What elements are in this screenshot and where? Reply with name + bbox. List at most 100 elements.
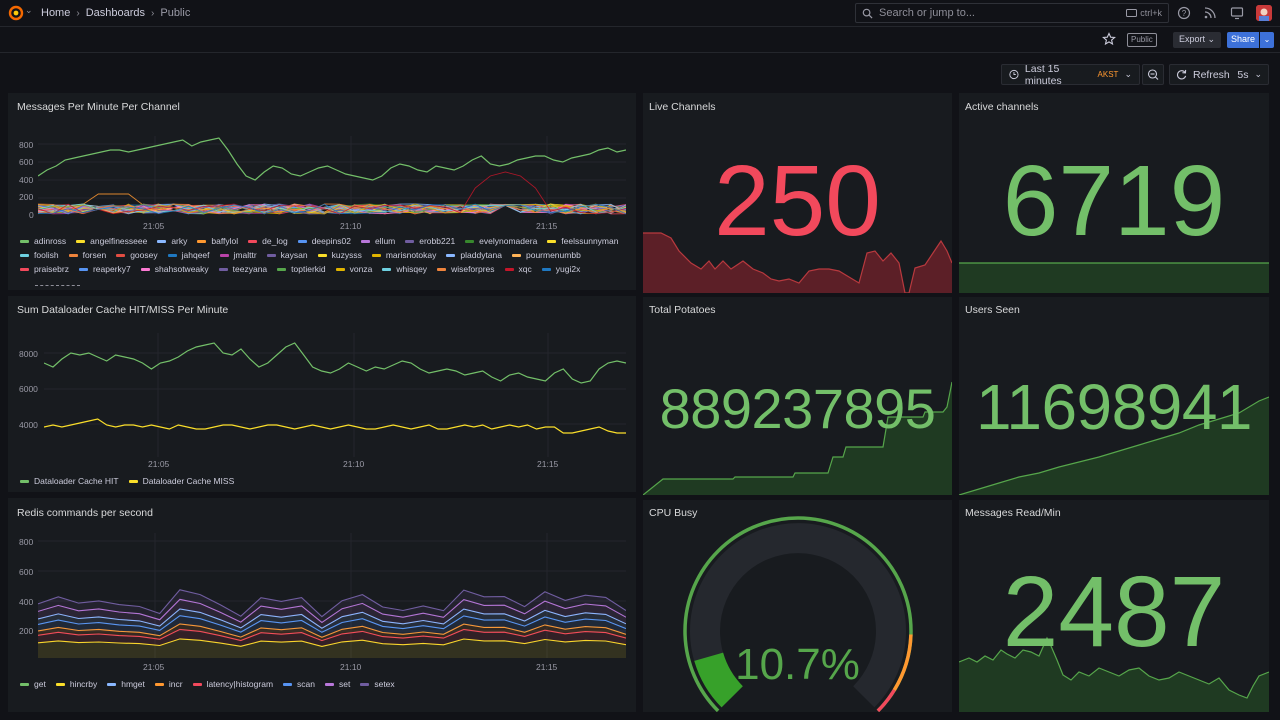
- legend-item[interactable]: hincrby: [55, 679, 97, 689]
- dataloader-timeseries-chart[interactable]: [44, 333, 626, 457]
- y-tick-label: 800: [19, 140, 34, 150]
- svg-text:?: ?: [1182, 9, 1187, 18]
- gauge-fill: [694, 652, 744, 708]
- legend-item[interactable]: angelfinesseee: [76, 236, 147, 246]
- legend-item[interactable]: Dataloader Cache MISS: [128, 476, 235, 486]
- panel-active-channels: 6719: [959, 93, 1269, 293]
- chevron-down-icon[interactable]: ⌄: [25, 5, 33, 15]
- zoom-out-icon: [1147, 69, 1159, 80]
- x-tick-label: 21:15: [537, 459, 559, 469]
- legend-item[interactable]: jahqeef: [167, 250, 210, 260]
- refresh-interval[interactable]: 5s: [1237, 68, 1249, 81]
- legend-item[interactable]: marisnotokay: [371, 250, 436, 260]
- legend-swatch: [76, 239, 86, 243]
- share-menu-button[interactable]: ⌄: [1260, 32, 1274, 48]
- legend-label: adinross: [34, 236, 67, 246]
- legend-label: praisebrz: [34, 264, 69, 274]
- panel-title: Live Channels: [649, 101, 716, 113]
- time-range-picker[interactable]: Last 15 minutes AKST ⌄: [1001, 63, 1140, 87]
- legend-item[interactable]: deepins02: [297, 236, 351, 246]
- legend-swatch: [20, 267, 29, 271]
- avatar[interactable]: [1256, 5, 1272, 21]
- chevron-right-icon: ›: [151, 7, 155, 19]
- legend-item[interactable]: setex: [360, 679, 395, 689]
- legend-label: teezyana: [232, 264, 268, 274]
- legend-item[interactable]: incr: [154, 679, 183, 689]
- legend-item[interactable]: scan: [283, 679, 315, 689]
- legend-label: yugi2x: [555, 264, 581, 274]
- breadcrumb-home[interactable]: Home: [41, 7, 71, 19]
- y-tick-label: 6000: [19, 384, 38, 394]
- legend-item[interactable]: goosey: [116, 250, 158, 260]
- legend-item[interactable]: foolish: [20, 250, 59, 260]
- series-hincrby-area: [38, 638, 626, 658]
- zoom-out-button[interactable]: [1142, 64, 1164, 85]
- legend-item[interactable]: kaysan: [266, 250, 308, 260]
- legend-item[interactable]: vonza: [335, 264, 372, 274]
- export-button[interactable]: Export ⌄: [1173, 32, 1222, 48]
- legend-item[interactable]: adinross: [20, 236, 66, 246]
- legend-item[interactable]: kuzysss: [317, 250, 362, 260]
- legend-swatch: [465, 239, 475, 243]
- x-tick-label: 21:15: [536, 662, 558, 672]
- legend-item[interactable]: yugi2x: [541, 264, 581, 274]
- gauge-value: 10.7%: [735, 640, 860, 689]
- legend-item[interactable]: get: [20, 679, 46, 689]
- grafana-logo-icon[interactable]: [8, 5, 24, 21]
- legend-item[interactable]: arky: [157, 236, 187, 246]
- legend-item[interactable]: praisebrz: [20, 264, 69, 274]
- monitor-icon[interactable]: [1230, 6, 1244, 20]
- legend-item[interactable]: hmget: [107, 679, 145, 689]
- legend-item[interactable]: wiseforpres: [437, 264, 495, 274]
- star-icon[interactable]: [1102, 32, 1116, 46]
- legend-item[interactable]: teezyana: [218, 264, 268, 274]
- legend-item[interactable]: forsen: [68, 250, 107, 260]
- search-icon: [862, 8, 873, 19]
- legend-item[interactable]: jmalttr: [219, 250, 257, 260]
- legend-item[interactable]: de_log: [248, 236, 288, 246]
- legend-label: Dataloader Cache MISS: [142, 476, 235, 486]
- legend-swatch: [197, 239, 207, 243]
- legend-item[interactable]: latency|histogram: [192, 679, 274, 689]
- redis-timeseries-chart[interactable]: [38, 533, 626, 658]
- messages-timeseries-chart[interactable]: [38, 136, 626, 216]
- breadcrumb: Home › Dashboards › Public: [41, 7, 190, 19]
- timezone-label: AKST: [1097, 70, 1119, 79]
- legend-swatch: [360, 239, 370, 243]
- legend-label: set: [339, 679, 351, 689]
- breadcrumb-dashboards[interactable]: Dashboards: [85, 7, 146, 19]
- legend-item[interactable]: feelssunnyman: [547, 236, 618, 246]
- legend-label: erobb221: [419, 236, 456, 246]
- top-nav-bar: ⌄ Home › Dashboards › Public Search or j…: [0, 0, 1280, 27]
- legend-label: shahsotweaky: [154, 264, 209, 274]
- x-tick-label: 21:10: [340, 221, 362, 231]
- refresh-button[interactable]: Refresh 5s ⌄: [1169, 64, 1269, 85]
- legend-label: xqc: [518, 264, 532, 274]
- legend-item[interactable]: baffylol: [197, 236, 238, 246]
- legend-item[interactable]: Dataloader Cache HIT: [20, 476, 119, 486]
- share-button[interactable]: Share: [1227, 32, 1259, 48]
- legend-item[interactable]: reaperky7: [78, 264, 131, 274]
- legend-swatch: [405, 239, 415, 243]
- rss-icon[interactable]: [1203, 6, 1217, 20]
- series-set-line: [38, 598, 626, 624]
- legend-item[interactable]: evelynomadera: [465, 236, 537, 246]
- legend-label: forsen: [82, 250, 107, 260]
- legend-item[interactable]: xqc: [504, 264, 532, 274]
- legend-label: latency|histogram: [206, 679, 274, 689]
- x-tick-label: 21:10: [343, 459, 365, 469]
- help-icon[interactable]: ?: [1177, 6, 1191, 20]
- legend-item[interactable]: set: [325, 679, 350, 689]
- legend-label: whisqey: [396, 264, 428, 274]
- legend-item[interactable]: toptierkid: [277, 264, 326, 274]
- legend-item[interactable]: pourmenumbb: [511, 250, 581, 260]
- legend-item[interactable]: shahsotweaky: [140, 264, 209, 274]
- legend-item[interactable]: ellum: [360, 236, 395, 246]
- legend-item[interactable]: whisqey: [382, 264, 427, 274]
- legend-item[interactable]: pladdytana: [446, 250, 502, 260]
- search-input[interactable]: Search or jump to... ctrl+k: [855, 3, 1169, 23]
- chart-legend: Dataloader Cache HIT Dataloader Cache MIS…: [20, 476, 620, 486]
- legend-item[interactable]: erobb221: [405, 236, 455, 246]
- legend-more-indicator[interactable]: [35, 285, 80, 286]
- series-adinross-line: [38, 137, 626, 181]
